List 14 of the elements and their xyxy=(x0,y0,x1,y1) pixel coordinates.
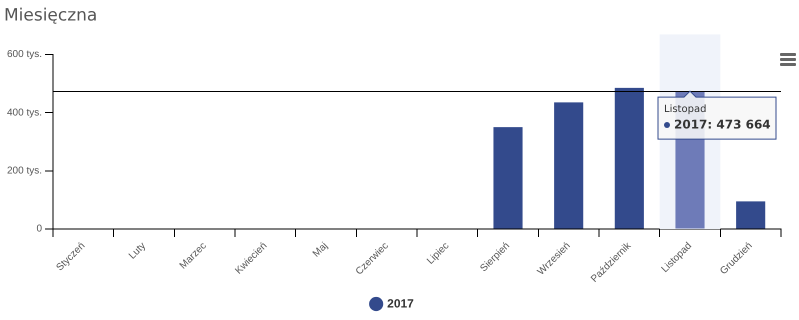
y-tick-label: 400 tys. xyxy=(6,107,42,118)
legend-label: 2017 xyxy=(387,296,414,310)
y-tick-label: 0 xyxy=(36,224,42,235)
bar xyxy=(554,102,584,228)
bar xyxy=(614,88,644,228)
bar xyxy=(736,201,766,228)
y-tick-label: 200 tys. xyxy=(6,166,42,177)
y-tick-label: 600 tys. xyxy=(6,49,42,60)
annotation: 2017: 473 664 xyxy=(674,117,771,132)
x-tick-label: Luty xyxy=(126,240,148,262)
chart-title: Miesięczna xyxy=(4,6,98,26)
bar xyxy=(493,127,523,228)
x-tick-label: Maj xyxy=(310,240,330,260)
annotation: Listopad xyxy=(664,104,706,115)
